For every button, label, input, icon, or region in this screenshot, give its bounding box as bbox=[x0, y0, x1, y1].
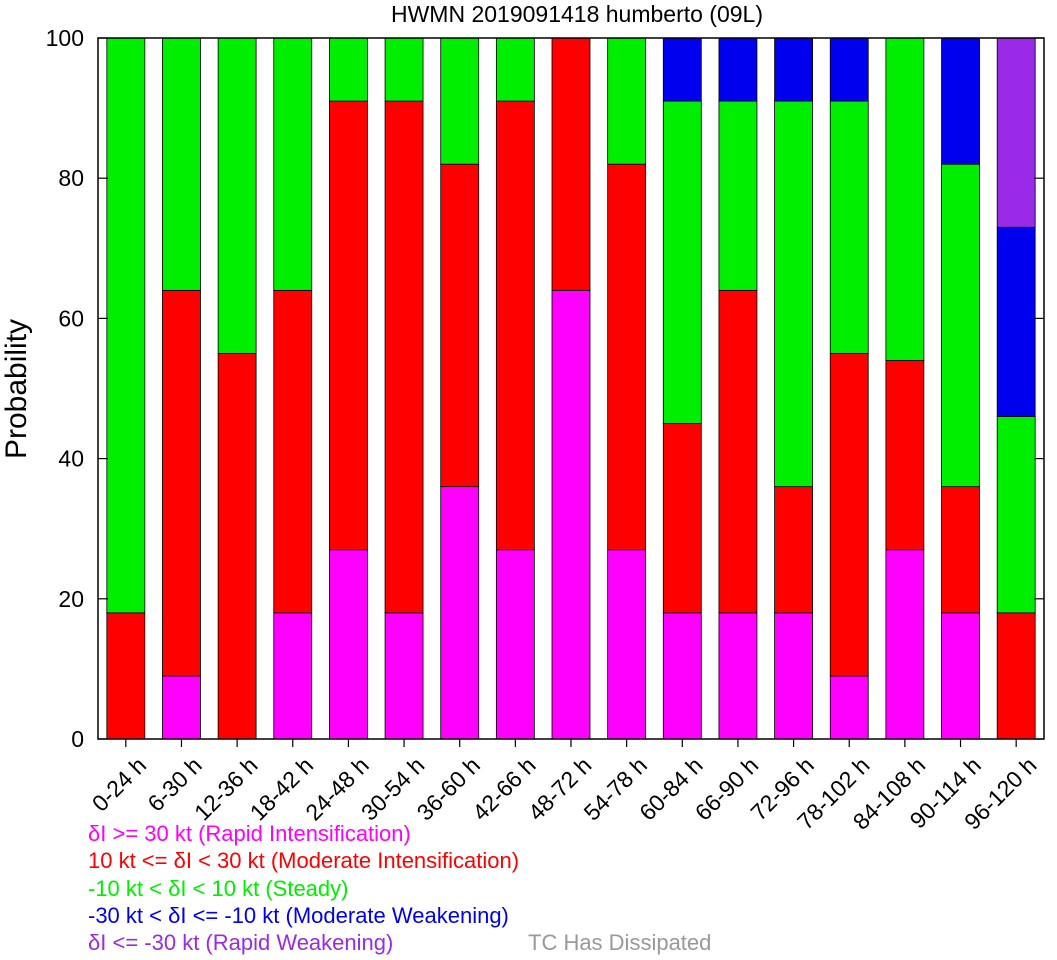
bar-segment-7-1 bbox=[495, 100, 535, 551]
bar-segment-1-0 bbox=[162, 675, 201, 740]
bar-segment-15-0 bbox=[941, 612, 980, 740]
y-tick-label-1: 20 bbox=[58, 586, 84, 612]
bar-segment-16-3 bbox=[996, 226, 1036, 417]
bar-segment-6-2 bbox=[440, 37, 480, 165]
bar-segment-2-2 bbox=[217, 37, 257, 354]
bar-segment-12-2 bbox=[774, 100, 813, 488]
bar-segment-9-1 bbox=[607, 163, 647, 551]
bar-segment-8-1 bbox=[551, 37, 591, 291]
bar-segment-13-1 bbox=[829, 353, 869, 677]
bar-segment-16-4 bbox=[996, 37, 1036, 228]
bar-segment-11-3 bbox=[718, 37, 758, 102]
bar-segment-6-0 bbox=[440, 486, 480, 740]
bar-segment-13-3 bbox=[829, 37, 869, 102]
y-tick-label-5: 100 bbox=[46, 25, 84, 51]
bar-segment-10-3 bbox=[662, 37, 702, 102]
bar-segment-4-0 bbox=[329, 549, 368, 740]
y-tick-label-3: 60 bbox=[58, 305, 84, 331]
bar-segment-15-1 bbox=[941, 486, 980, 614]
y-tick-label-0: 0 bbox=[71, 726, 84, 752]
y-tick-label-4: 80 bbox=[58, 165, 84, 191]
bar-segment-6-1 bbox=[440, 163, 480, 488]
bar-segment-11-2 bbox=[718, 100, 758, 291]
bar-segment-13-0 bbox=[829, 675, 869, 740]
bar-segment-9-0 bbox=[607, 549, 647, 740]
plot-frame bbox=[97, 37, 1045, 740]
y-axis: 0 20 40 60 80 100 bbox=[46, 25, 1044, 752]
bar-segment-3-0 bbox=[273, 612, 313, 740]
bar-segment-0-2 bbox=[106, 37, 146, 614]
bars-group bbox=[106, 37, 1036, 740]
bar-segment-1-1 bbox=[162, 289, 201, 677]
bar-segment-12-1 bbox=[774, 486, 813, 614]
bar-segment-14-2 bbox=[885, 37, 925, 361]
x-tick-label-0: 0-24 h bbox=[87, 752, 152, 817]
y-tick-label-2: 40 bbox=[58, 446, 84, 472]
bar-segment-12-3 bbox=[774, 37, 813, 102]
x-axis: 0-24 h6-30 h12-36 h18-42 h24-48 h30-54 h… bbox=[87, 739, 1042, 835]
bar-segment-2-1 bbox=[217, 353, 257, 740]
y-axis-label: Probability bbox=[0, 319, 33, 459]
bar-segment-12-0 bbox=[774, 612, 813, 740]
bar-segment-11-0 bbox=[718, 612, 758, 740]
bar-segment-3-2 bbox=[273, 37, 313, 291]
bar-segment-10-1 bbox=[662, 423, 702, 614]
bar-segment-15-2 bbox=[941, 163, 980, 488]
bar-segment-4-2 bbox=[329, 37, 368, 102]
bar-segment-7-0 bbox=[495, 549, 535, 740]
bar-segment-14-0 bbox=[885, 549, 925, 740]
bar-segment-3-1 bbox=[273, 289, 313, 614]
bar-segment-5-0 bbox=[384, 612, 424, 740]
bar-segment-15-3 bbox=[941, 37, 980, 165]
bar-segment-1-2 bbox=[162, 37, 201, 291]
bar-segment-5-2 bbox=[384, 37, 424, 102]
bar-segment-4-1 bbox=[329, 100, 368, 551]
bar-segment-13-2 bbox=[829, 100, 869, 354]
bar-segment-7-2 bbox=[495, 37, 535, 102]
bar-segment-5-1 bbox=[384, 100, 424, 614]
bar-segment-10-0 bbox=[662, 612, 702, 740]
bar-segment-16-2 bbox=[996, 416, 1036, 614]
bar-segment-10-2 bbox=[662, 100, 702, 424]
bar-segment-0-1 bbox=[106, 612, 146, 740]
bar-segment-16-1 bbox=[996, 612, 1036, 740]
bar-segment-8-0 bbox=[551, 289, 591, 740]
bar-segment-14-1 bbox=[885, 360, 925, 551]
bar-segment-9-2 bbox=[607, 37, 647, 165]
bar-segment-11-1 bbox=[718, 289, 758, 614]
chart-title: HWMN 2019091418 humberto (09L) bbox=[391, 1, 763, 27]
